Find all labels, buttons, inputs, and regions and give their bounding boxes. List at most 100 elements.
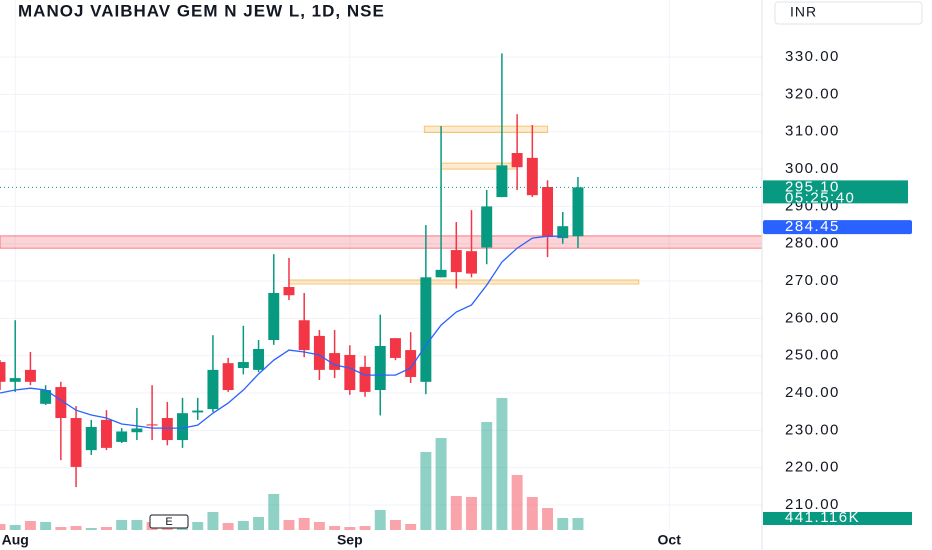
candle-body — [85, 426, 97, 451]
y-tick-label: 320.00 — [785, 85, 840, 102]
candle-body — [40, 390, 52, 404]
candle-body — [374, 345, 386, 391]
candle-body — [359, 366, 371, 392]
y-tick-label: 240.00 — [785, 384, 840, 401]
ma-value-label: 284.45 — [785, 218, 840, 235]
y-tick-label: 310.00 — [785, 123, 840, 140]
volume-bar — [116, 519, 128, 530]
x-tick-label: Aug — [2, 532, 29, 548]
volume-value-label: 441.116K — [785, 509, 860, 526]
volume-bar — [55, 526, 67, 530]
price-axis: 330.00320.00310.00300.00290.00280.00270.… — [763, 48, 912, 526]
volume-bar — [511, 474, 523, 530]
volume-bar — [420, 451, 432, 530]
event-marker[interactable]: E — [165, 516, 172, 528]
candle-body — [9, 378, 21, 382]
volume-value-box — [763, 511, 912, 525]
volume-bar — [435, 437, 447, 530]
candle-body — [344, 354, 356, 391]
candle-body — [511, 153, 523, 168]
candle-body — [572, 187, 584, 237]
volume-bar — [237, 520, 249, 530]
volume-bar — [24, 520, 36, 530]
volume-bar — [496, 397, 508, 530]
candle-body — [450, 250, 462, 273]
volume-bar — [542, 507, 554, 530]
volume-bar — [207, 511, 219, 530]
zone — [0, 235, 763, 249]
candle-body — [24, 369, 36, 382]
ma-value-box — [763, 220, 912, 235]
candle-body — [481, 206, 493, 248]
zone — [423, 125, 549, 134]
volume-bar — [192, 521, 204, 530]
candle-body — [557, 226, 569, 239]
candle-body — [405, 350, 417, 377]
y-tick-label: 210.00 — [785, 496, 840, 513]
volume-bar — [268, 493, 280, 530]
volume-bar — [0, 523, 6, 530]
candle-body — [526, 157, 538, 196]
volume-bar — [405, 523, 417, 530]
volume-bar — [572, 517, 584, 530]
countdown: 05:25:40 — [785, 189, 855, 206]
volume-bar — [466, 496, 477, 530]
volume-bar — [344, 526, 356, 530]
zone — [288, 279, 640, 285]
volume-bar — [557, 517, 569, 530]
last-price-label: 295.10 — [785, 178, 840, 195]
candle-body — [237, 362, 249, 369]
candle-body — [435, 269, 447, 278]
candle-body — [0, 362, 6, 382]
volume-bar — [298, 517, 310, 530]
y-tick-label: 280.00 — [785, 235, 840, 252]
y-tick-label: 250.00 — [785, 347, 840, 364]
zones — [0, 125, 763, 285]
candle-body — [268, 292, 280, 341]
y-tick-label: 220.00 — [785, 459, 840, 476]
candle-body — [466, 251, 477, 274]
candle-body — [283, 287, 295, 296]
candle-body — [192, 410, 204, 413]
candles — [0, 53, 584, 488]
y-tick-label: 260.00 — [785, 309, 840, 326]
volume-bar — [481, 421, 493, 530]
volume-bar — [222, 522, 234, 530]
volume-bar — [85, 527, 97, 530]
volume-bar — [450, 495, 462, 530]
y-tick-label: 330.00 — [785, 48, 840, 65]
volume-bar — [253, 516, 265, 530]
currency[interactable]: INR — [790, 4, 817, 20]
candle-body — [177, 413, 188, 441]
currency-box[interactable] — [774, 1, 923, 25]
y-tick-label: 230.00 — [785, 421, 840, 438]
volume-bar — [329, 525, 341, 530]
volume-bar — [526, 496, 538, 530]
candle-body — [70, 418, 82, 467]
y-tick-label: 270.00 — [785, 272, 840, 289]
candle-body — [146, 424, 158, 426]
candle-body — [222, 363, 234, 391]
event-marker-box[interactable] — [149, 514, 189, 529]
candle-body — [131, 428, 143, 433]
candle-body — [253, 348, 265, 370]
candle-body — [389, 338, 401, 358]
x-tick-label: Oct — [658, 532, 682, 548]
last-price-box — [763, 180, 908, 204]
grid — [0, 0, 762, 530]
x-tick-label: Sep — [337, 532, 363, 548]
candle-body — [298, 320, 310, 351]
candle-body — [496, 165, 508, 198]
volume-bar — [374, 509, 386, 530]
candle-body — [207, 369, 219, 410]
candle-body — [100, 419, 112, 448]
volume-bar — [40, 521, 52, 530]
moving-average — [0, 235, 563, 429]
candle-body — [55, 387, 67, 419]
candle-body — [161, 418, 173, 441]
volume-bar — [313, 521, 325, 530]
candle-body — [313, 335, 325, 370]
volume-bar — [389, 519, 401, 530]
volume-bar — [9, 524, 21, 530]
